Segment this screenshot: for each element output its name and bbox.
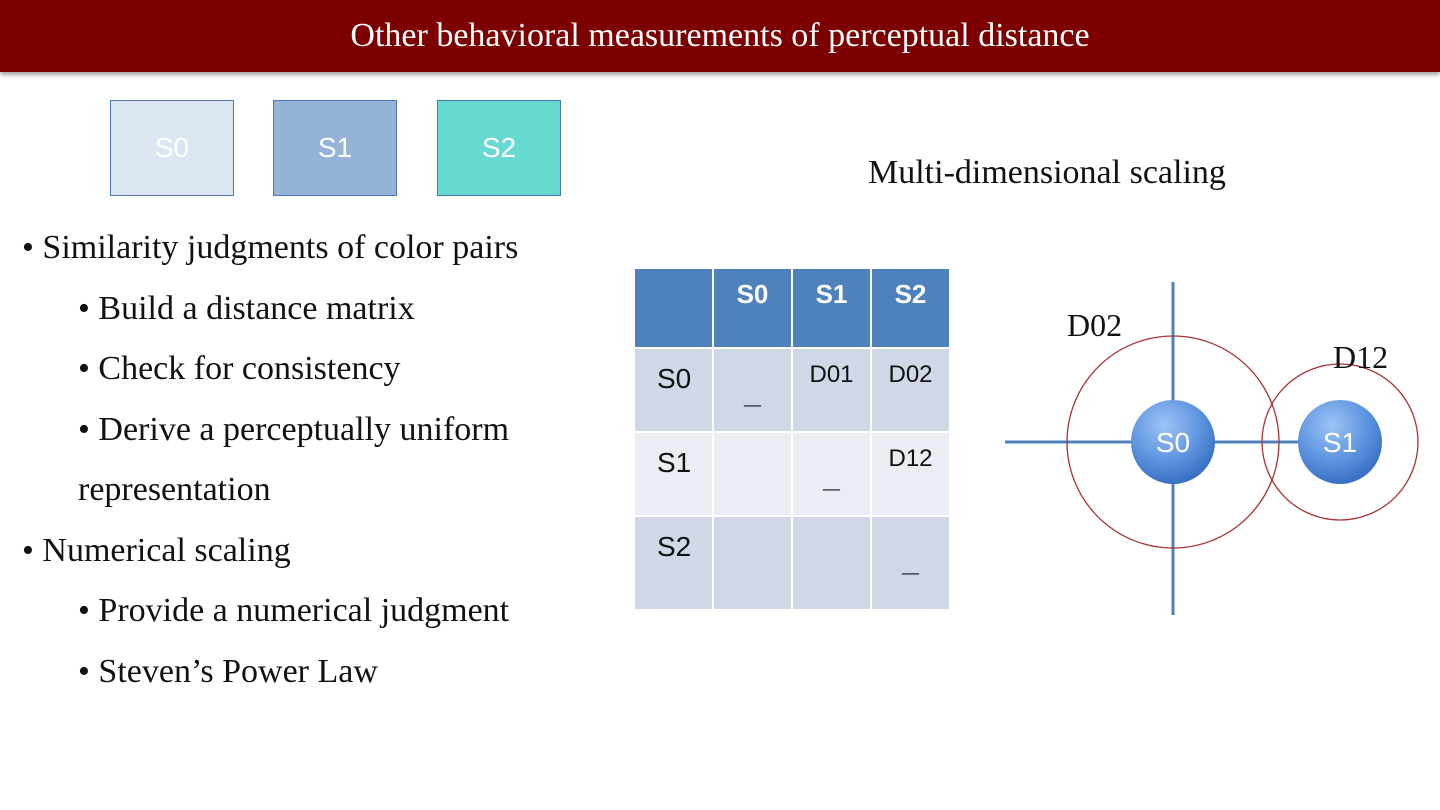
matrix-row: S1 _ D12 — [633, 431, 951, 517]
bullet-numerical-judgment: • Provide a numerical judgment — [78, 592, 510, 629]
matrix-row: S2 _ — [633, 515, 951, 611]
matrix-cell — [712, 431, 793, 517]
node-s1 — [1298, 400, 1382, 484]
node-s1-label: S1 — [1323, 427, 1357, 458]
matrix-row-header: S2 — [633, 515, 714, 611]
bullet-power-law: • Steven’s Power Law — [78, 652, 378, 690]
circle-d12 — [1261, 363, 1419, 521]
mds-heading: Multi-dimensional scaling — [868, 154, 1226, 191]
matrix-cell: D01 — [791, 347, 872, 433]
mds-diagram: S0 S1 D02 D12 — [1005, 282, 1419, 615]
bullet-similarity: • Similarity judgments of color pairs — [22, 229, 519, 266]
matrix-col-header: S0 — [712, 267, 793, 349]
swatch-s2: S2 — [437, 100, 561, 196]
matrix-cell: _ — [870, 515, 951, 611]
matrix-col-header: S2 — [870, 267, 951, 349]
matrix-row-header: S1 — [633, 431, 714, 517]
d02-label: D02 — [1067, 307, 1122, 343]
swatch-s1: S1 — [273, 100, 397, 196]
bullet-numerical-scaling: • Numerical scaling — [22, 531, 291, 569]
d12-label: D12 — [1333, 339, 1388, 375]
node-s0-label: S0 — [1156, 427, 1190, 458]
title-bar: Other behavioral measurements of percept… — [0, 0, 1440, 72]
matrix-cell: D12 — [870, 431, 951, 517]
bullet-derive-continued: representation — [78, 471, 271, 508]
matrix-cell: D02 — [870, 347, 951, 433]
bullet-consistency: • Check for consistency — [78, 350, 401, 387]
node-s0 — [1131, 400, 1215, 484]
distance-matrix: S0 S1 S2 S0 _ D01 D02 S1 _ D12 S2 _ — [633, 267, 951, 611]
matrix-row-header: S0 — [633, 347, 714, 433]
slide-title: Other behavioral measurements of percept… — [350, 17, 1090, 54]
bullet-distance-matrix: • Build a distance matrix — [78, 289, 415, 327]
matrix-cell — [791, 515, 872, 611]
bullet-list: • Similarity judgments of color pairs • … — [22, 218, 622, 702]
matrix-corner — [633, 267, 714, 349]
matrix-cell: _ — [712, 347, 793, 433]
matrix-cell — [712, 515, 793, 611]
bullet-derive: • Derive a perceptually uniform — [78, 410, 510, 448]
matrix-cell: _ — [791, 431, 872, 517]
circle-d02 — [1066, 335, 1280, 549]
matrix-row: S0 _ D01 D02 — [633, 347, 951, 433]
swatch-s0: S0 — [110, 100, 234, 196]
matrix-col-header: S1 — [791, 267, 872, 349]
